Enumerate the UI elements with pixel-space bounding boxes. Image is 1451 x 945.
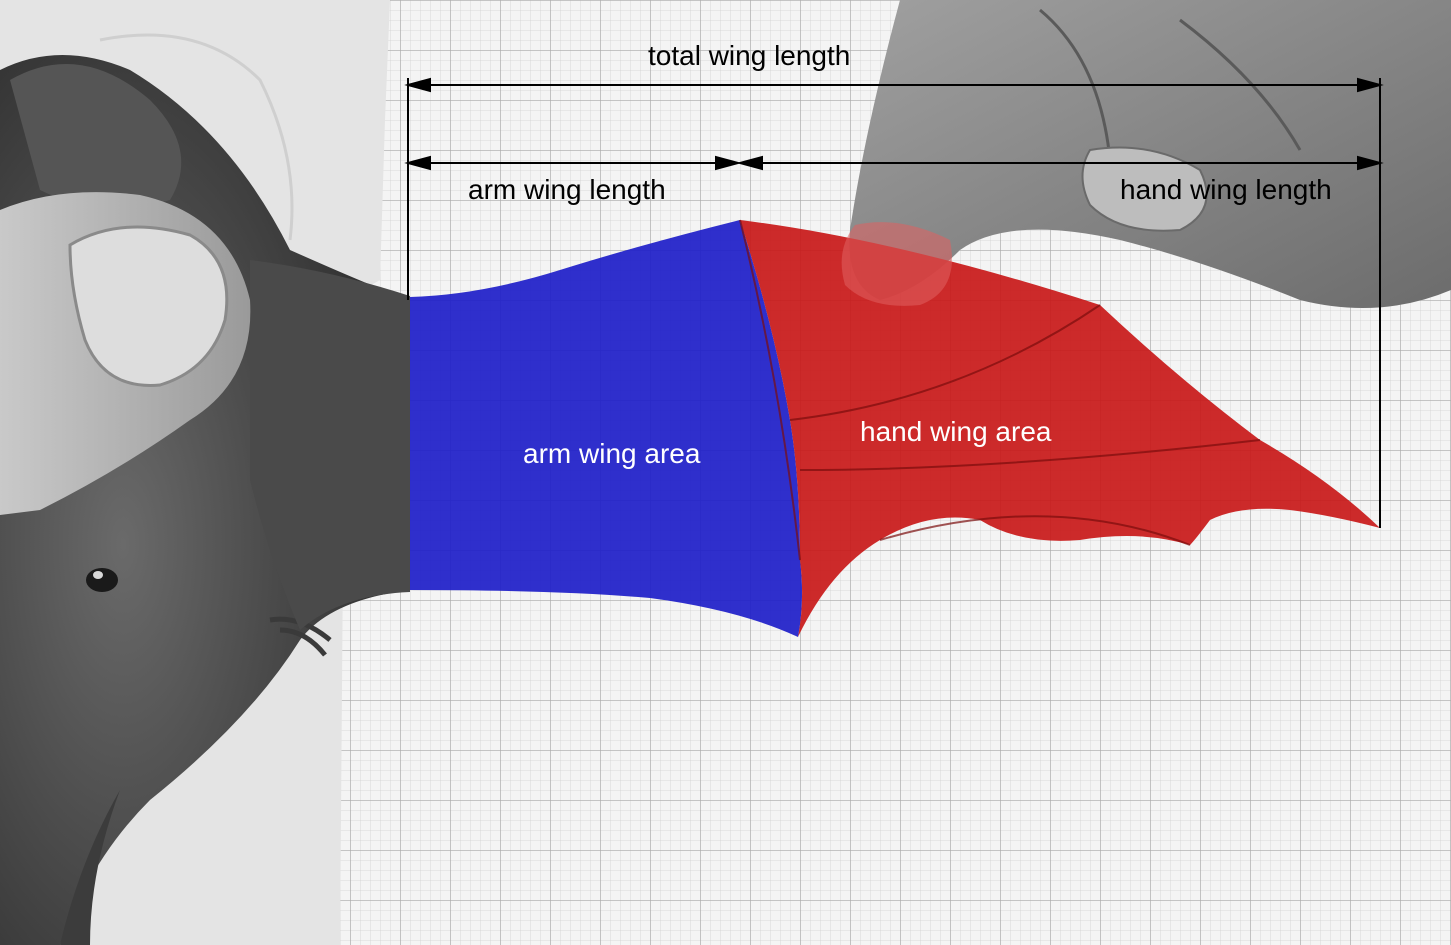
hand-wing-area [740,220,1380,637]
right-finger-crease [1039,8,1302,161]
bat-eye-highlight [93,571,103,579]
arm-wing-area [410,220,803,637]
bat-head-fur [10,64,182,208]
wing-bone-lines [739,219,1261,561]
hand-wing-length-label: hand wing length [1120,174,1332,205]
towel-fold [99,33,294,241]
bat-eye [86,568,118,592]
right-fingernail [1081,146,1208,232]
arm-wing-length-label: arm wing length [468,174,666,205]
arm-wing-area-label: arm wing area [523,438,701,469]
bat-tail-membrane [60,790,120,945]
finger-over-wing [841,222,952,306]
left-thumbnail [68,225,229,387]
hand-wing-area-label: hand wing area [860,416,1052,447]
total-wing-length-label: total wing length [648,40,851,71]
wing-membrane-proximal [250,260,410,630]
dimension-lines [404,77,1384,528]
